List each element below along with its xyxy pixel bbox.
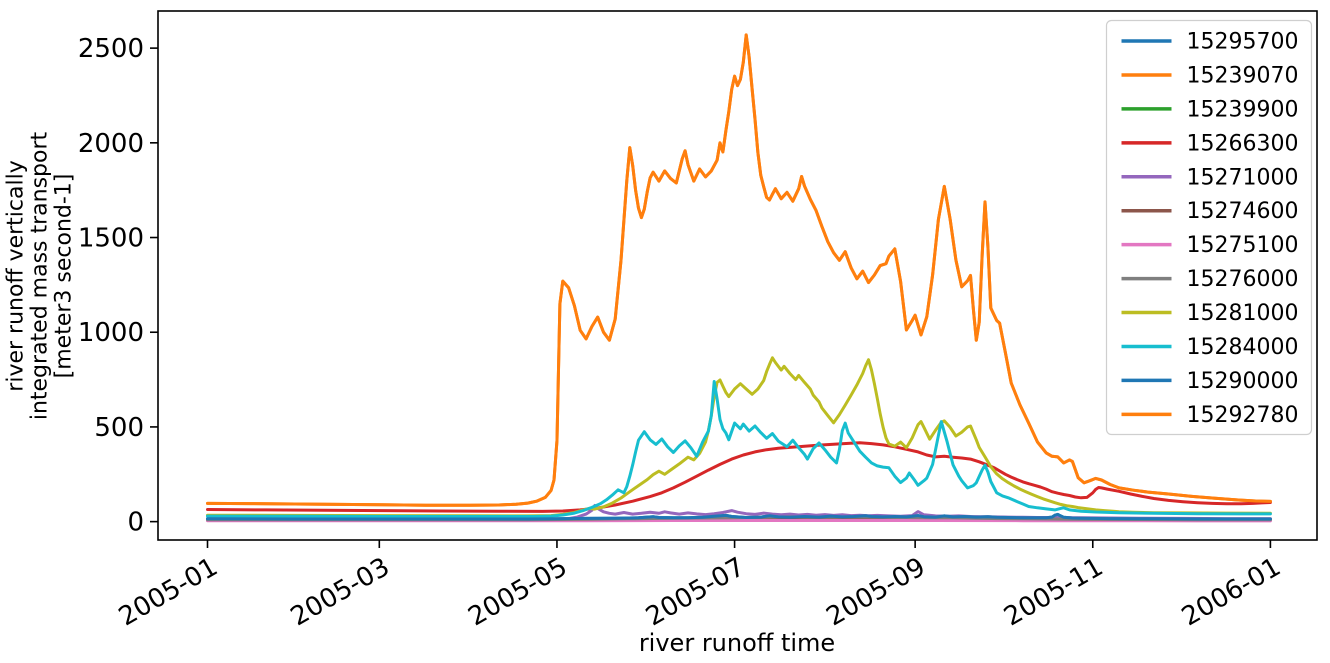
series-line-15266300 [206,441,1272,513]
legend-label-15239070: 15239070 [1187,63,1299,88]
legend-entry-15271000: 15271000 [1121,165,1299,190]
y-tick-label-1500: 1500 [78,224,144,254]
legend-label-15239900: 15239900 [1187,97,1299,122]
series-layer [206,33,1272,523]
legend-entry-15284000: 15284000 [1121,335,1299,360]
y-tick-label-2500: 2500 [78,34,144,64]
legend-label-15266300: 15266300 [1187,131,1299,156]
legend-label-15275100: 15275100 [1187,233,1299,258]
legend-label-15276000: 15276000 [1187,267,1299,292]
series-line-15290000 [206,512,1272,521]
y-axis-label-line-3: [meter3 second-1] [52,174,77,379]
y-tick-label-0: 0 [127,508,144,538]
legend-box [1105,19,1313,436]
y-axis-ticks: 0 500 1000 1500 2000 2500 [78,34,158,538]
legend-label-15290000: 15290000 [1187,369,1299,394]
legend-entry-15290000: 15290000 [1121,369,1299,394]
y-tick-label-2000: 2000 [78,129,144,159]
legend-entry-15266300: 15266300 [1121,131,1299,156]
legend-label-15271000: 15271000 [1187,165,1299,190]
legend-label-15292780: 15292780 [1187,403,1299,428]
legend-label-15281000: 15281000 [1187,301,1299,326]
y-tick-label-1000: 1000 [78,318,144,348]
legend-entry-15276000: 15276000 [1121,267,1299,292]
plot-area-border [157,10,1318,541]
legend-entry-15275100: 15275100 [1121,233,1299,258]
y-axis-label-line-2: integrated mass transport [28,131,53,420]
series-line-15281000 [206,356,1272,518]
legend-label-15284000: 15284000 [1187,335,1299,360]
legend-entry-15295700: 15295700 [1121,30,1299,55]
y-axis-label-line-1: river runoff vertically [4,160,29,391]
legend-entry-15239070: 15239070 [1121,63,1299,88]
legend-entry-15239900: 15239900 [1121,97,1299,122]
legend: 15295700 15239070 15239900 15266300 15271000… [1105,19,1313,436]
y-axis-label: river runoff vertically integrated mass … [4,131,77,420]
x-axis-label: river runoff time [639,629,835,657]
legend-entry-15292780: 15292780 [1121,403,1299,428]
series-line-15292780 [206,33,1272,507]
legend-entry-15274600: 15274600 [1121,199,1299,224]
legend-label-15295700: 15295700 [1187,30,1299,55]
legend-entry-15281000: 15281000 [1121,301,1299,326]
legend-label-15274600: 15274600 [1187,199,1299,224]
y-tick-label-500: 500 [94,413,144,443]
series-line-15284000 [206,380,1272,518]
